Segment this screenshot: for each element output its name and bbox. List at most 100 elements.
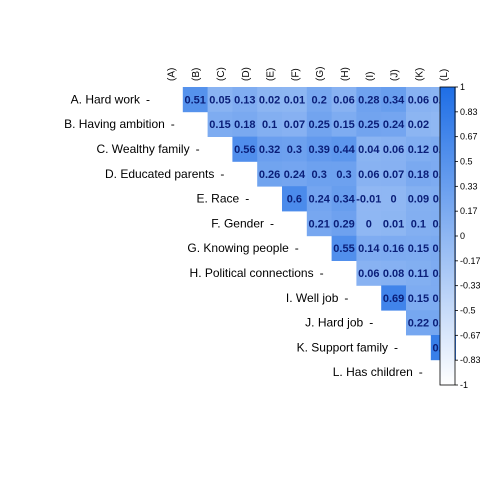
cell-value: 0.15 — [333, 119, 354, 131]
heatmap-cell — [381, 186, 407, 212]
heatmap-cell — [182, 87, 208, 113]
cell-value: 0.21 — [308, 218, 329, 230]
heatmap-cell — [207, 87, 233, 113]
diagonal-mark: - — [146, 92, 150, 106]
cell-value: 0.24 — [383, 119, 405, 131]
cell-value: 0.16 — [383, 243, 404, 255]
row-label: K. Support family — [297, 340, 388, 354]
heatmap-cell — [356, 87, 382, 113]
cell-value: 0.06 — [358, 268, 379, 280]
heatmap-cell — [331, 87, 357, 113]
cell-value: 0.26 — [259, 169, 280, 181]
diagonal-mark: - — [369, 316, 373, 330]
cell-value: 0 — [366, 218, 372, 230]
column-label: (H) — [340, 67, 351, 81]
cell-value: 0.15 — [209, 119, 230, 131]
cell-value: 0.04 — [358, 144, 380, 156]
heatmap-cell — [381, 136, 407, 162]
heatmap-cell — [356, 161, 382, 187]
heatmap-cell — [406, 161, 432, 187]
cell-value: -0.01 — [356, 194, 381, 206]
heatmap-cell — [406, 310, 432, 336]
row-label: D. Educated parents — [105, 167, 214, 181]
column-label: (L) — [439, 69, 450, 81]
diagonal-mark: - — [245, 192, 249, 206]
cell-value: 0.3 — [287, 144, 302, 156]
cell-value: 0.01 — [284, 94, 305, 106]
heatmap-cell — [331, 111, 357, 137]
heatmap-cell — [406, 136, 432, 162]
heatmap-cell — [381, 87, 407, 113]
row-label: J. Hard job — [305, 316, 363, 330]
heatmap-cell — [257, 136, 283, 162]
cell-value: 0.06 — [358, 169, 379, 181]
cell-value: 0.02 — [408, 119, 429, 131]
row-label: B. Having ambition — [64, 117, 165, 131]
cell-value: 0.6 — [287, 194, 302, 206]
colorbar-tick-label: 0.33 — [460, 181, 478, 191]
heatmap-cell — [356, 211, 382, 237]
cell-value: 0.34 — [333, 194, 355, 206]
cell-value: 0.1 — [262, 119, 277, 131]
cell-value: 0.24 — [308, 194, 330, 206]
heatmap-cell — [306, 87, 332, 113]
cell-value: 0.34 — [383, 94, 405, 106]
colorbar-tick-label: 1 — [460, 82, 465, 92]
cell-value: 0.29 — [333, 218, 354, 230]
cell-value: 0.25 — [358, 119, 379, 131]
heatmap-cell — [381, 161, 407, 187]
cell-value: 0.15 — [408, 243, 429, 255]
heatmap-cell — [306, 211, 332, 237]
cell-value: 0.69 — [383, 293, 404, 305]
cell-value: 0.22 — [408, 318, 429, 330]
cell-value: 0.3 — [312, 169, 327, 181]
cell-value: 0.07 — [383, 169, 404, 181]
cell-value: 0.1 — [411, 218, 426, 230]
colorbar-tick-label: -0.83 — [460, 355, 480, 365]
cell-value: 0.32 — [259, 144, 280, 156]
colorbar-tick-label: 0 — [460, 231, 465, 241]
column-labels: (A) (B) (C) (D) (E) (F) (G) (H) (I) (J) (K) (L) — [166, 67, 450, 81]
cell-value: 0.08 — [383, 268, 404, 280]
colorbar-tick-label: -0.5 — [460, 306, 476, 316]
cell-value: 0.06 — [383, 144, 404, 156]
column-label: (A) — [166, 68, 177, 81]
heatmap-cell — [306, 111, 332, 137]
heatmap-cell — [381, 260, 407, 286]
heatmap-cell — [232, 87, 258, 113]
heatmap-cell — [406, 186, 432, 212]
heatmap-cell — [406, 211, 432, 237]
heatmap-cell — [282, 111, 308, 137]
heatmap-cell — [257, 111, 283, 137]
row-label: C. Wealthy family — [96, 142, 189, 156]
column-label: (E) — [266, 68, 277, 81]
column-label: (J) — [390, 69, 401, 81]
heatmap-cell — [331, 161, 357, 187]
row-label: A. Hard work — [71, 92, 141, 106]
column-label: (C) — [216, 67, 227, 81]
colorbar-gradient — [439, 86, 456, 386]
heatmap-cell — [331, 186, 357, 212]
diagonal-mark: - — [196, 142, 200, 156]
cell-value: 0.3 — [336, 169, 351, 181]
heatmap-cell — [381, 235, 407, 261]
heatmap-cell — [331, 211, 357, 237]
diagonal-mark: - — [419, 365, 423, 379]
heatmap-cell — [207, 111, 233, 137]
heatmap-cell — [282, 186, 308, 212]
cell-value: 0.07 — [284, 119, 305, 131]
cell-value: 0 — [391, 194, 397, 206]
cell-value: 0.12 — [408, 144, 429, 156]
diagonal-mark: - — [220, 167, 224, 181]
heatmap-cell — [257, 87, 283, 113]
row-label: I. Well job — [286, 291, 339, 305]
heatmap-cell — [356, 111, 382, 137]
cell-value: 0.39 — [308, 144, 329, 156]
cell-value: 0.14 — [358, 243, 380, 255]
cell-value: 0.06 — [408, 94, 429, 106]
column-label: (I) — [365, 72, 376, 81]
cell-value: 0.24 — [284, 169, 306, 181]
heatmap-cell — [381, 111, 407, 137]
row-label: G. Knowing people — [187, 241, 289, 255]
